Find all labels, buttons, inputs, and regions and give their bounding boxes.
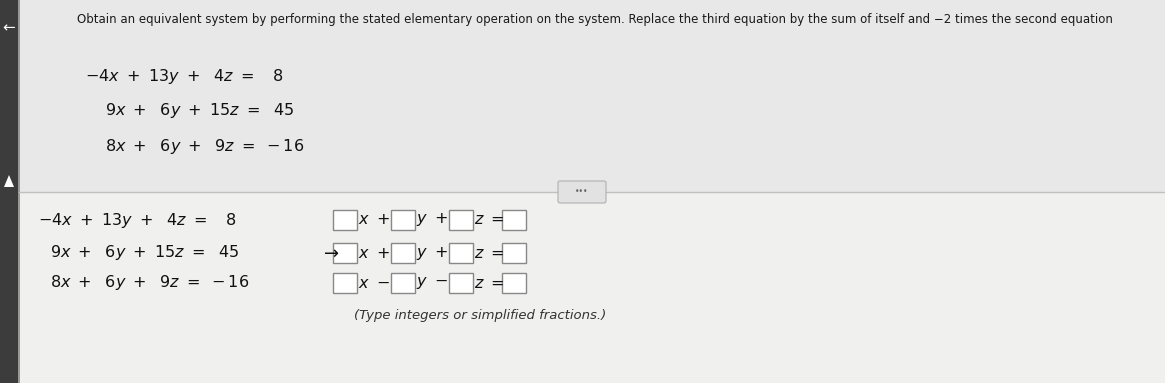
Bar [0, 0, 1165, 192]
Bar [502, 210, 527, 230]
Bar [449, 273, 473, 293]
Bar [449, 243, 473, 263]
Bar [391, 243, 415, 263]
Polygon shape [3, 175, 14, 187]
Text: $z\ =$: $z\ =$ [474, 275, 504, 290]
Text: $y\ +$: $y\ +$ [416, 244, 447, 262]
Bar [449, 210, 473, 230]
Text: $9x\ +\ \ 6y\ +\ 15z\ =\ \ 45$: $9x\ +\ \ 6y\ +\ 15z\ =\ \ 45$ [50, 244, 240, 262]
FancyBboxPatch shape [558, 181, 606, 203]
Text: (Type integers or simplified fractions.): (Type integers or simplified fractions.) [354, 308, 606, 321]
Text: $x\ +$: $x\ +$ [358, 246, 390, 260]
Bar [0, 192, 1165, 383]
Bar [17, 0, 20, 383]
Text: $z\ =$: $z\ =$ [474, 246, 504, 260]
Bar [333, 273, 356, 293]
Text: $z\ =$: $z\ =$ [474, 213, 504, 228]
Text: $x\ +$: $x\ +$ [358, 213, 390, 228]
Text: $x\ -$: $x\ -$ [358, 275, 390, 290]
Bar [502, 273, 527, 293]
Text: Obtain an equivalent system by performing the stated elementary operation on the: Obtain an equivalent system by performin… [77, 13, 1113, 26]
Bar [333, 210, 356, 230]
Text: $y\ +$: $y\ +$ [416, 211, 447, 229]
Text: $8x\ +\ \ 6y\ +\ \ 9z\ =\ -16$: $8x\ +\ \ 6y\ +\ \ 9z\ =\ -16$ [105, 136, 304, 155]
Bar [0, 0, 17, 383]
Bar [391, 273, 415, 293]
Text: •••: ••• [576, 188, 588, 196]
Text: $-4x\ +\ 13y\ +\ \ 4z\ =\ \ \ 8$: $-4x\ +\ 13y\ +\ \ 4z\ =\ \ \ 8$ [85, 67, 283, 85]
Text: ←: ← [2, 21, 15, 36]
Bar [502, 243, 527, 263]
Text: $9x\ +\ \ 6y\ +\ 15z\ =\ \ 45$: $9x\ +\ \ 6y\ +\ 15z\ =\ \ 45$ [105, 101, 295, 121]
Text: $y\ -$: $y\ -$ [416, 275, 447, 291]
Text: $-4x\ +\ 13y\ +\ \ 4z\ =\ \ \ 8$: $-4x\ +\ 13y\ +\ \ 4z\ =\ \ \ 8$ [38, 211, 236, 229]
Bar [391, 210, 415, 230]
Text: $\rightarrow$: $\rightarrow$ [320, 244, 340, 262]
Text: $8x\ +\ \ 6y\ +\ \ 9z\ =\ -16$: $8x\ +\ \ 6y\ +\ \ 9z\ =\ -16$ [50, 273, 249, 293]
Bar [333, 243, 356, 263]
